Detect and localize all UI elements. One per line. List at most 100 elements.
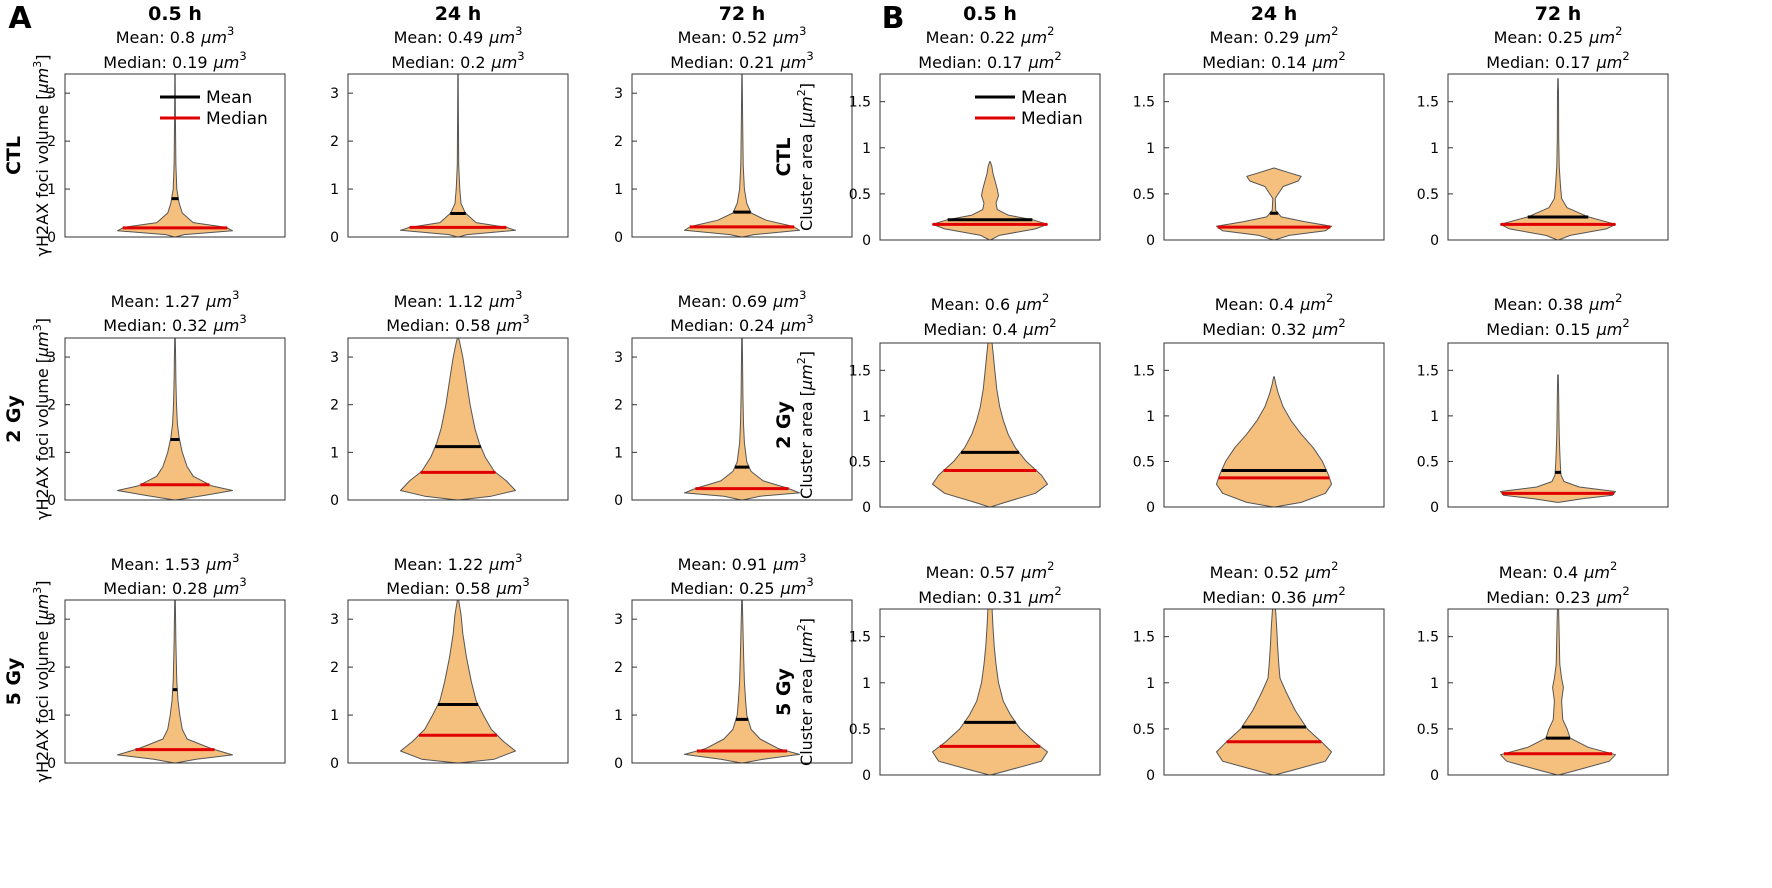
panel-b-cell-median-text-exponent: 2 (1338, 316, 1345, 330)
y-tick-label: 0.5 (1133, 187, 1155, 203)
ylabel-unit: μm (33, 68, 52, 95)
axes-frame (347, 73, 569, 238)
panel-b-cell-median-text-unit: μm (1312, 320, 1339, 339)
ylabel-unit: μm (797, 364, 816, 391)
panel-b-cell-median-text-unit: μm (1312, 588, 1339, 607)
y-tick-label: 1.5 (1133, 630, 1155, 646)
panel-a-cell-median-text-exponent: 3 (522, 575, 529, 589)
panel-b-label: B (882, 1, 905, 36)
panel-b-cell-median-text-value: Median: 0.31 (918, 588, 1022, 607)
panel-a-cell-median-text: Median: 0.25 μm3 (670, 575, 813, 598)
panel-a-cell-median-text-unit: μm (213, 579, 240, 598)
panel-a-y-axis-label: γH2AX foci volume [μm3] (31, 580, 52, 782)
axes-frame (1163, 608, 1385, 776)
violin-body (117, 600, 233, 763)
panel-b-cell-median-text-exponent: 2 (1338, 584, 1345, 598)
y-tick-label: 3 (330, 86, 339, 102)
ylabel-exponent: 2 (795, 89, 808, 96)
ylabel-text: Cluster area [ (797, 390, 816, 499)
axes-frame (347, 599, 569, 764)
y-tick-label: 0 (330, 756, 339, 772)
violin-body (1500, 609, 1616, 775)
panel-a-column-title: 72 h (719, 3, 766, 25)
panel-a-cell-mean-text-value: Mean: 1.12 (394, 292, 484, 311)
ylabel-text: γH2AX foci volume [ (33, 93, 52, 256)
y-tick-label: 1 (614, 708, 623, 724)
panel-b-cell-mean-text-unit: μm (1304, 28, 1331, 47)
panel-a-cell-median-text-unit: μm (213, 53, 240, 72)
panel-a-cell-median-text-value: Median: 0.19 (103, 53, 207, 72)
violin-body (932, 343, 1048, 507)
panel-b-cell-median-text: Median: 0.31 μm2 (918, 584, 1061, 607)
y-tick-label: 0 (614, 493, 623, 509)
axes-frame (631, 599, 853, 764)
y-tick-label: 0.5 (849, 187, 871, 203)
panel-b-cell-median-text-value: Median: 0.17 (918, 53, 1022, 72)
axes-frame (1447, 342, 1669, 508)
panel-a-cell-mean-text: Mean: 1.22 μm3 (394, 551, 523, 574)
panel-a-cell-mean-text-unit: μm (488, 555, 515, 574)
panel-a-cell-median-text: Median: 0.58 μm3 (386, 575, 529, 598)
panel-a-cell-mean-text-value: Mean: 0.52 (678, 28, 768, 47)
y-tick-label: 2 (330, 398, 339, 414)
panel-b-cell-median-text-value: Median: 0.15 (1486, 320, 1590, 339)
panel-b-cell-median-text: Median: 0.15 μm2 (1486, 316, 1629, 339)
ylabel-close: ] (797, 351, 816, 357)
axes-frame (1447, 73, 1669, 241)
panel-b-cell-median-text-value: Median: 0.14 (1202, 53, 1306, 72)
panel-b-cell-median-text-exponent: 2 (1622, 49, 1629, 63)
panel-b-cell-median-text-exponent: 2 (1338, 49, 1345, 63)
panel-b-cell-median-text-unit: μm (1596, 53, 1623, 72)
ylabel-close: ] (33, 580, 52, 586)
y-tick-label: 0 (862, 500, 871, 516)
panel-a-cell-mean-text-unit: μm (205, 555, 232, 574)
violin-body (1216, 609, 1332, 775)
panel-a-cell-median-text-exponent: 3 (239, 312, 246, 326)
y-tick-label: 1.5 (849, 95, 871, 111)
violin-body (400, 338, 516, 500)
panel-b-cell-median-text-value: Median: 0.4 (923, 320, 1017, 339)
y-tick-label: 0 (862, 233, 871, 249)
panel-a-cell-mean-text-unit: μm (488, 28, 515, 47)
y-tick-label: 1 (1430, 676, 1439, 692)
panel-a-cell-mean-text-value: Mean: 0.91 (678, 555, 768, 574)
ylabel-text: Cluster area [ (797, 657, 816, 766)
panel-b-y-axis-label: Cluster area [μm2] (795, 351, 816, 499)
axes-frame (64, 73, 286, 238)
y-tick-label: 1 (1430, 409, 1439, 425)
panel-a-cell-median-text: Median: 0.19 μm3 (103, 49, 246, 72)
panel-b-cell-median-text-exponent: 2 (1049, 316, 1056, 330)
panel-a-cell-median-text-unit: μm (780, 316, 807, 335)
panel-a-column-title: 24 h (435, 3, 482, 25)
panel-b-cell-mean-text-value: Mean: 0.4 (1499, 563, 1579, 582)
y-tick-label: 1 (1430, 141, 1439, 157)
panel-a-cell-mean-text-unit: μm (488, 292, 515, 311)
ylabel-text: Cluster area [ (797, 122, 816, 231)
panel-a-cell-mean-text-value: Mean: 0.49 (394, 28, 484, 47)
ylabel-exponent: 3 (31, 587, 44, 594)
panel-b-cell-mean-text-exponent: 2 (1042, 291, 1049, 305)
panel-b-cell-mean-text: Mean: 0.25 μm2 (1494, 24, 1623, 47)
panel-a-cell-mean-text-exponent: 3 (515, 551, 522, 565)
panel-a-cell-mean-text: Mean: 0.69 μm3 (678, 288, 807, 311)
ylabel-close: ] (33, 318, 52, 324)
ylabel-unit: μm (797, 96, 816, 123)
panel-a-cell-median-text-exponent: 3 (239, 575, 246, 589)
panel-a-cell-median-text-value: Median: 0.58 (386, 579, 490, 598)
panel-a-cell-median-text: Median: 0.58 μm3 (386, 312, 529, 335)
y-tick-label: 0 (330, 230, 339, 246)
panel-b-cell-median-text-exponent: 2 (1622, 316, 1629, 330)
ylabel-exponent: 3 (31, 324, 44, 331)
panel-b-cell-median-text-value: Median: 0.17 (1486, 53, 1590, 72)
panel-b-cell-mean-text-value: Mean: 0.29 (1210, 28, 1300, 47)
legend-mean-label: Mean (1021, 88, 1067, 108)
y-tick-label: 3 (330, 612, 339, 628)
panel-a-row-label: CTL (3, 136, 25, 175)
panel-b-row-label: 2 Gy (773, 400, 795, 448)
y-tick-label: 1 (47, 182, 56, 198)
panel-b-cell-median-text: Median: 0.32 μm2 (1202, 316, 1345, 339)
panel-a-y-axis-label: γH2AX foci volume [μm3] (31, 318, 52, 520)
ylabel-unit: μm (33, 331, 52, 358)
panel-a-cell-median-text-unit: μm (213, 316, 240, 335)
